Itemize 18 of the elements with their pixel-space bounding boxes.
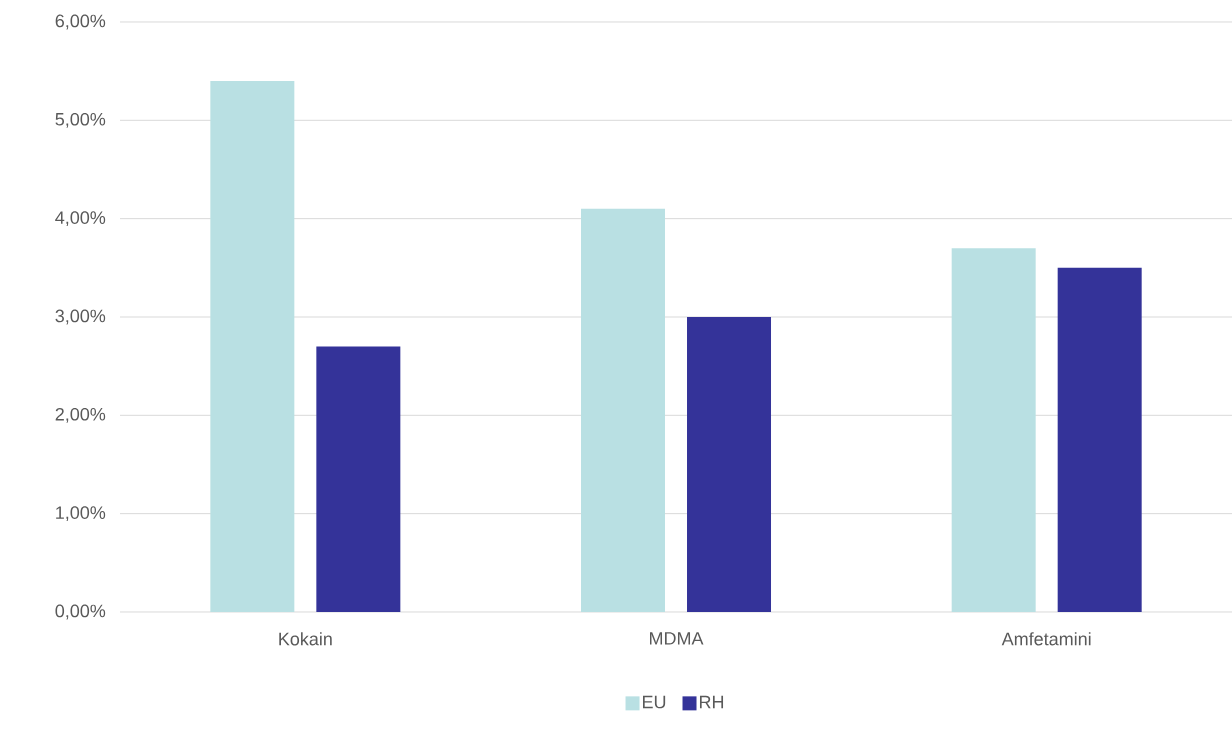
legend-label: RH — [699, 695, 724, 709]
bar — [951, 248, 1036, 612]
y-tick-label: 6,00% — [55, 14, 106, 30]
bar — [581, 208, 666, 612]
y-tick-label: 4,00% — [55, 211, 106, 227]
y-tick-label: 0,00% — [55, 604, 106, 620]
bar — [210, 80, 295, 612]
x-tick-label: MDMA — [650, 632, 704, 645]
y-tick-label: 3,00% — [55, 309, 106, 325]
bar — [687, 316, 772, 612]
y-tick-label: 1,00% — [56, 506, 106, 522]
x-tick-label: Amfetamini — [1001, 632, 1091, 646]
bar — [316, 346, 401, 612]
x-tick-label: Kokain — [279, 632, 332, 646]
bar — [1057, 267, 1142, 612]
y-tick-label: 2,00% — [55, 407, 106, 423]
legend-label: EU — [643, 695, 666, 709]
y-tick-label: 5,00% — [55, 112, 106, 128]
